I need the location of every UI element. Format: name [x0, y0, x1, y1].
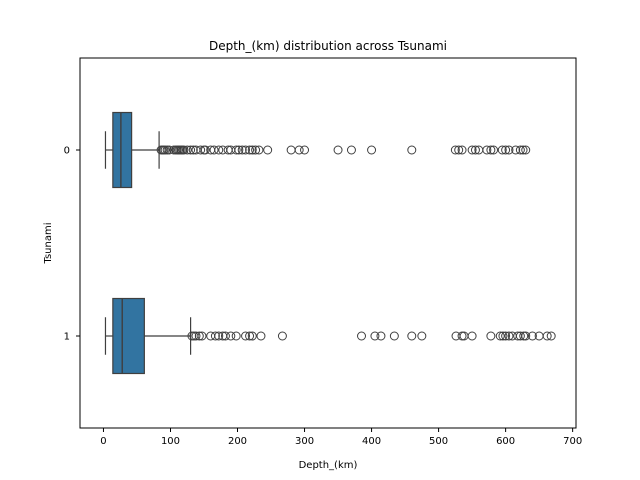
outlier-point: [333, 145, 343, 155]
outlier-point: [241, 331, 251, 341]
outlier-point: [214, 145, 224, 155]
x-tick-label: 600: [496, 436, 515, 447]
outlier-point: [521, 331, 531, 341]
outlier-point: [197, 331, 207, 341]
outlier-point: [467, 145, 477, 155]
x-tick-label: 200: [228, 436, 247, 447]
outlier-point: [196, 145, 206, 155]
x-tick-label: 700: [563, 436, 582, 447]
y-tick-label: 0: [64, 146, 70, 157]
outlier-point: [504, 331, 514, 341]
outlier-point: [527, 331, 537, 341]
chart-title: Depth_(km) distribution across Tsunami: [209, 39, 447, 53]
outlier-point: [194, 331, 204, 341]
outlier-point: [179, 145, 189, 155]
outlier-point: [450, 145, 460, 155]
outlier-point: [245, 145, 255, 155]
outlier-point: [214, 331, 224, 341]
outlier-point: [241, 145, 251, 155]
outlier-point: [367, 145, 377, 155]
x-tick-label: 300: [295, 436, 314, 447]
outlier-point: [542, 331, 552, 341]
x-axis: 0 100 200 300 400 500 600 700: [100, 428, 582, 447]
outlier-point: [188, 145, 198, 155]
box-layer: [104, 111, 556, 375]
outlier-point: [495, 331, 505, 341]
outlier-point: [231, 145, 241, 155]
outlier-point: [226, 331, 236, 341]
y-tick-label: 1: [64, 332, 70, 343]
outlier-point: [486, 145, 496, 155]
outlier-point: [247, 145, 257, 155]
outlier-point: [497, 145, 507, 155]
outlier-point: [200, 145, 210, 155]
outlier-point: [486, 331, 496, 341]
outlier-point: [482, 145, 492, 155]
outlier-point: [515, 331, 525, 341]
outlier-point: [209, 145, 219, 155]
outlier-point: [300, 145, 310, 155]
outlier-point: [210, 331, 220, 341]
outlier-point: [467, 331, 477, 341]
iqr-box: [112, 297, 145, 375]
outlier-point: [470, 145, 480, 155]
outlier-point: [182, 145, 192, 155]
outlier-point: [245, 331, 255, 341]
outlier-point: [454, 145, 464, 155]
outlier-point: [457, 145, 467, 155]
outlier-point: [498, 331, 508, 341]
outlier-point: [263, 145, 273, 155]
outlier-point: [407, 145, 417, 155]
outlier-point: [346, 145, 356, 155]
outlier-point: [294, 145, 304, 155]
outlier-point: [511, 145, 521, 155]
outlier-point: [234, 145, 244, 155]
x-tick-label: 400: [362, 436, 381, 447]
outlier-point: [501, 145, 511, 155]
y-axis-label: Tsunami: [43, 223, 54, 265]
outlier-point: [186, 145, 196, 155]
outlier-point: [417, 331, 427, 341]
outlier-point: [251, 145, 261, 155]
outlier-point: [521, 145, 531, 155]
outlier-point: [231, 331, 241, 341]
outlier-point: [389, 331, 399, 341]
x-axis-label: Depth_(km): [299, 460, 358, 471]
x-tick-label: 500: [429, 436, 448, 447]
outlier-point: [501, 331, 511, 341]
box-group-0: [104, 111, 531, 189]
outlier-point: [237, 145, 247, 155]
outlier-point: [191, 331, 201, 341]
outlier-point: [489, 145, 499, 155]
outlier-point: [247, 331, 257, 341]
outlier-point: [370, 331, 380, 341]
x-tick-label: 0: [100, 436, 106, 447]
outlier-point: [277, 331, 287, 341]
outlier-point: [407, 331, 417, 341]
x-tick-label: 100: [161, 436, 180, 447]
outlier-point: [254, 145, 264, 155]
plot-area: [80, 58, 576, 428]
outlier-point: [518, 145, 528, 155]
outlier-point: [220, 331, 230, 341]
y-axis: 01: [64, 146, 80, 343]
plot-frame: [79, 57, 577, 429]
outlier-point: [256, 331, 266, 341]
outlier-point: [504, 145, 514, 155]
iqr-box: [112, 111, 133, 189]
outlier-point: [546, 331, 556, 341]
outlier-point: [357, 331, 367, 341]
box-group-1: [104, 297, 556, 375]
outlier-point: [515, 145, 525, 155]
outlier-point: [376, 331, 386, 341]
